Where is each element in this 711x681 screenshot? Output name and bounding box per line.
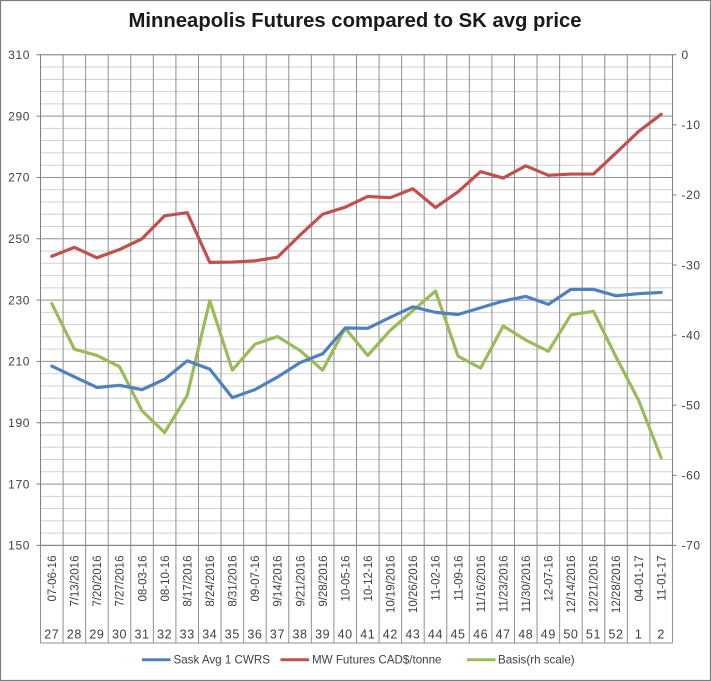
- svg-text:0: 0: [682, 48, 689, 62]
- svg-text:1: 1: [635, 628, 643, 642]
- svg-text:30: 30: [112, 628, 127, 642]
- svg-text:170: 170: [8, 477, 30, 491]
- svg-text:40: 40: [338, 628, 353, 642]
- svg-text:-60: -60: [682, 469, 701, 483]
- svg-text:43: 43: [405, 628, 420, 642]
- svg-text:8/24/2016: 8/24/2016: [205, 556, 217, 607]
- svg-text:11/30/2016: 11/30/2016: [521, 556, 533, 613]
- svg-text:Minneapolis Futures compared t: Minneapolis Futures compared to SK avg p…: [128, 10, 581, 32]
- svg-text:08-10-16: 08-10-16: [160, 556, 172, 602]
- svg-text:230: 230: [8, 293, 30, 307]
- svg-text:7/20/2016: 7/20/2016: [92, 556, 104, 607]
- svg-text:44: 44: [428, 628, 443, 642]
- svg-text:-50: -50: [682, 398, 701, 412]
- svg-text:11/16/2016: 11/16/2016: [476, 556, 488, 613]
- svg-text:-30: -30: [682, 258, 701, 272]
- svg-text:41: 41: [360, 628, 375, 642]
- svg-text:12-07-16: 12-07-16: [544, 556, 556, 602]
- svg-text:-20: -20: [682, 188, 701, 202]
- svg-text:290: 290: [8, 109, 30, 123]
- svg-text:10/26/2016: 10/26/2016: [408, 556, 420, 614]
- svg-text:33: 33: [180, 628, 195, 642]
- svg-text:38: 38: [293, 628, 308, 642]
- svg-text:10-05-16: 10-05-16: [340, 556, 352, 602]
- svg-text:11/23/2016: 11/23/2016: [498, 556, 510, 613]
- svg-text:10-12-16: 10-12-16: [363, 556, 375, 602]
- svg-text:39: 39: [315, 628, 330, 642]
- svg-text:7/13/2016: 7/13/2016: [70, 556, 82, 607]
- svg-text:150: 150: [8, 539, 30, 553]
- svg-text:MW Futures CAD$/tonne: MW Futures CAD$/tonne: [312, 654, 442, 667]
- svg-text:04-01-17: 04-01-17: [634, 556, 646, 602]
- svg-text:08-03-16: 08-03-16: [137, 556, 149, 602]
- svg-text:49: 49: [541, 628, 556, 642]
- svg-text:10/19/2016: 10/19/2016: [386, 556, 398, 614]
- svg-text:9/21/2016: 9/21/2016: [295, 556, 307, 607]
- svg-text:9/14/2016: 9/14/2016: [273, 556, 285, 607]
- svg-text:Sask Avg 1 CWRS: Sask Avg 1 CWRS: [174, 654, 271, 667]
- svg-text:270: 270: [8, 171, 30, 185]
- svg-text:48: 48: [518, 628, 533, 642]
- svg-text:29: 29: [89, 628, 104, 642]
- svg-text:Basis(rh scale): Basis(rh scale): [498, 654, 575, 667]
- svg-text:35: 35: [225, 628, 240, 642]
- svg-text:31: 31: [135, 628, 150, 642]
- svg-text:36: 36: [247, 628, 262, 642]
- svg-text:-40: -40: [682, 328, 701, 342]
- svg-text:45: 45: [450, 628, 465, 642]
- svg-text:09-07-16: 09-07-16: [250, 556, 262, 602]
- svg-text:11-09-16: 11-09-16: [453, 556, 465, 601]
- svg-text:310: 310: [8, 48, 30, 62]
- svg-text:32: 32: [157, 628, 172, 642]
- svg-text:8/31/2016: 8/31/2016: [228, 556, 240, 607]
- svg-text:12/21/2016: 12/21/2016: [589, 556, 601, 614]
- svg-text:12/28/2016: 12/28/2016: [611, 556, 623, 614]
- svg-text:190: 190: [8, 416, 30, 430]
- svg-text:42: 42: [383, 628, 398, 642]
- svg-text:210: 210: [8, 355, 30, 369]
- svg-text:28: 28: [67, 628, 82, 642]
- svg-text:8/17/2016: 8/17/2016: [182, 556, 194, 607]
- svg-text:34: 34: [202, 628, 217, 642]
- svg-text:07-06-16: 07-06-16: [47, 556, 59, 602]
- svg-text:46: 46: [473, 628, 488, 642]
- svg-text:2: 2: [657, 628, 665, 642]
- svg-text:-70: -70: [682, 539, 701, 553]
- svg-text:7/27/2016: 7/27/2016: [115, 556, 127, 607]
- svg-text:250: 250: [8, 232, 30, 246]
- svg-text:51: 51: [586, 628, 601, 642]
- svg-text:-10: -10: [682, 118, 701, 132]
- svg-text:47: 47: [496, 628, 511, 642]
- svg-text:9/28/2016: 9/28/2016: [318, 556, 330, 607]
- svg-text:50: 50: [563, 628, 578, 642]
- svg-text:12/14/2016: 12/14/2016: [566, 556, 578, 614]
- svg-text:11-01-17: 11-01-17: [656, 556, 668, 601]
- svg-text:11-02-16: 11-02-16: [431, 556, 443, 601]
- svg-text:52: 52: [608, 628, 623, 642]
- svg-text:27: 27: [44, 628, 59, 642]
- svg-text:37: 37: [270, 628, 285, 642]
